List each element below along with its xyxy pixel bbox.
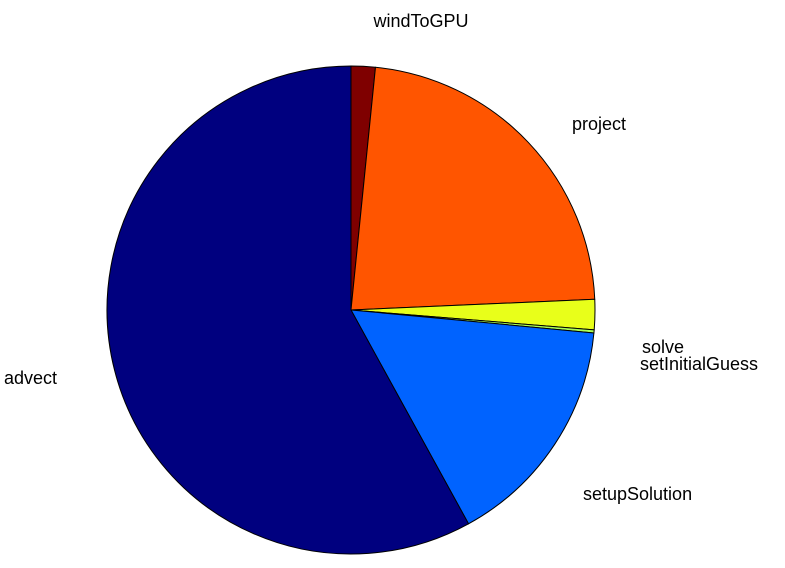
pie-slice-setup-solution <box>350 309 595 525</box>
slice-label-setup-solution: setupSolution <box>583 484 692 504</box>
slice-label-solve: solve <box>642 337 684 357</box>
slice-label-set-initial-guess: setInitialGuess <box>640 354 758 374</box>
pie-slice-advect <box>106 65 470 555</box>
slice-label-advect: advect <box>4 368 57 388</box>
slice-label-wind-to-gpu: windToGPU <box>372 11 468 31</box>
slice-label-project: project <box>572 114 626 134</box>
pie-slice-project <box>350 66 596 311</box>
pie-slices <box>106 65 596 555</box>
